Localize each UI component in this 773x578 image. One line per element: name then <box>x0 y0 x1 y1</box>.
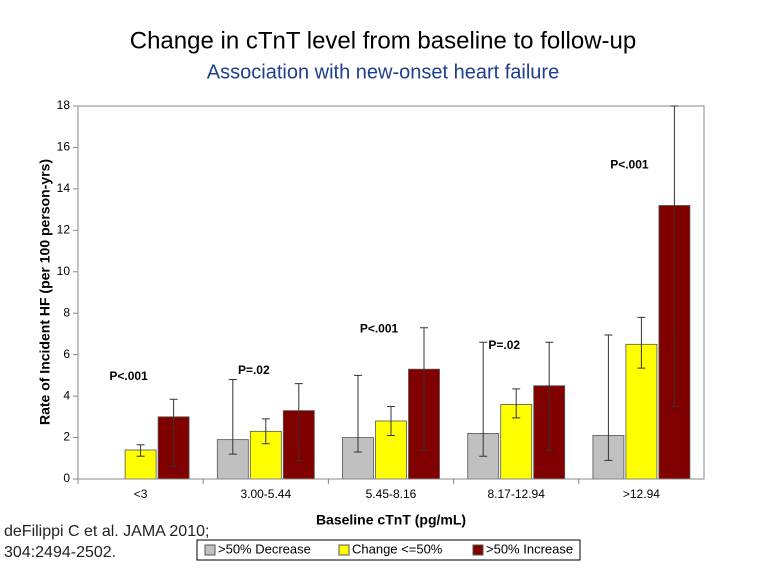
y-tick-label: 16 <box>57 140 71 154</box>
y-tick-label: 14 <box>57 181 71 195</box>
error-bar <box>512 388 521 419</box>
y-tick-label: 2 <box>63 430 70 444</box>
x-tick-label: 5.45-8.16 <box>366 487 417 501</box>
error-bar <box>420 327 428 451</box>
x-axis-label: Baseline cTnT (pg/mL) <box>316 512 466 528</box>
legend-swatch <box>204 544 216 556</box>
y-tick-label: 4 <box>63 388 70 402</box>
x-tick-label: 8.17-12.94 <box>488 487 546 501</box>
annotation: P<.001 <box>109 369 148 383</box>
source: 304:2494-2502. <box>4 544 116 561</box>
source: deFilippi C et al. JAMA 2010; <box>4 523 209 540</box>
legend-swatch <box>472 544 484 556</box>
legend <box>196 539 581 561</box>
legend-label: Change <=50% <box>352 541 443 556</box>
legend-swatch <box>338 544 350 556</box>
error-bar <box>354 374 362 453</box>
error-bar <box>479 341 488 457</box>
x-tick-label: 3.00-5.44 <box>240 487 291 501</box>
legend-label: >50% Increase <box>486 541 573 556</box>
error-bar <box>545 341 554 451</box>
annotation: P<.001 <box>610 158 649 172</box>
y-tick-label: 12 <box>57 223 71 237</box>
y-axis-label: Rate of Incident HF (per 100 person-yrs) <box>37 159 53 425</box>
error-bar <box>670 105 679 407</box>
error-bar <box>294 383 303 461</box>
y-tick-label: 18 <box>57 98 71 112</box>
error-bar <box>604 334 613 461</box>
chart-subtitle: Association with new-onset heart failure <box>207 61 559 83</box>
y-tick-label: 10 <box>57 264 71 278</box>
error-bar <box>261 418 270 445</box>
error-bar <box>637 316 646 369</box>
chart-title: Change in cTnT level from baseline to fo… <box>130 27 636 54</box>
y-tick-label: 6 <box>63 347 70 361</box>
y-tick-label: 0 <box>63 471 70 485</box>
annotation: P=.02 <box>238 363 270 377</box>
annotation: P=.02 <box>488 338 520 352</box>
annotation: P<.001 <box>360 321 399 335</box>
legend-label: >50% Decrease <box>218 541 311 556</box>
x-tick-label: <3 <box>134 487 148 501</box>
error-bar <box>387 405 395 436</box>
error-bar <box>228 379 237 455</box>
error-bar <box>136 444 145 457</box>
error-bar <box>169 398 178 468</box>
y-tick-label: 8 <box>63 305 70 319</box>
x-tick-label: >12.94 <box>623 487 660 501</box>
